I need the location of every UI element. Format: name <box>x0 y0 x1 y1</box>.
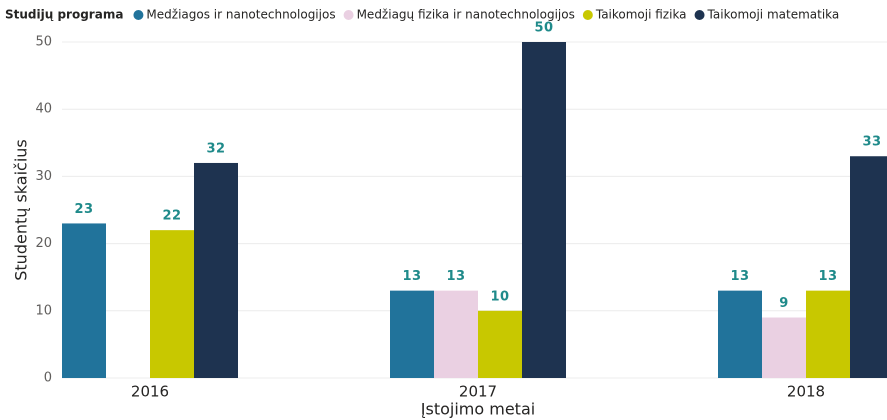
y-tick-label: 40 <box>35 102 52 117</box>
legend-label: Medžiagų fizika ir nanotechnologijos <box>357 8 575 22</box>
bar <box>762 317 806 378</box>
data-label: 9 <box>779 296 789 311</box>
data-label: 50 <box>534 21 553 36</box>
y-tick-label: 10 <box>35 303 52 318</box>
legend-marker <box>133 10 144 20</box>
legend-marker <box>582 10 593 20</box>
bar <box>478 310 522 378</box>
data-label: 22 <box>162 209 181 224</box>
y-tick-label: 50 <box>35 35 52 50</box>
data-label: 23 <box>74 202 93 217</box>
bar <box>150 230 194 378</box>
data-label: 13 <box>446 269 465 284</box>
x-tick-label: 2016 <box>131 383 169 401</box>
bar <box>522 42 566 378</box>
bar <box>850 156 887 378</box>
y-tick-label: 30 <box>35 169 52 184</box>
y-tick-label: 20 <box>35 236 52 251</box>
data-label: 33 <box>862 135 881 150</box>
x-axis-label: Įstojimo metai <box>421 400 535 419</box>
bar <box>62 223 106 378</box>
legend-marker <box>694 10 705 20</box>
bar <box>434 290 478 378</box>
legend-label: Taikomoji matematika <box>707 8 840 22</box>
bar <box>390 290 434 378</box>
data-label: 13 <box>818 269 837 284</box>
bar <box>806 290 850 378</box>
data-label: 13 <box>402 269 421 284</box>
legend-title: Studijų programa <box>5 8 123 22</box>
x-tick-label: 2017 <box>459 383 497 401</box>
bar <box>718 290 762 378</box>
legend-label: Taikomoji fizika <box>595 8 687 22</box>
y-tick-label: 0 <box>44 371 52 386</box>
y-axis-label: Studentų skaičius <box>12 139 31 281</box>
legend-marker <box>343 10 354 20</box>
bar <box>194 162 238 378</box>
x-tick-label: 2018 <box>787 383 825 401</box>
data-label: 13 <box>730 269 749 284</box>
data-label: 32 <box>206 141 225 156</box>
legend-label: Medžiagos ir nanotechnologijos <box>146 8 335 22</box>
data-label: 10 <box>490 289 509 304</box>
